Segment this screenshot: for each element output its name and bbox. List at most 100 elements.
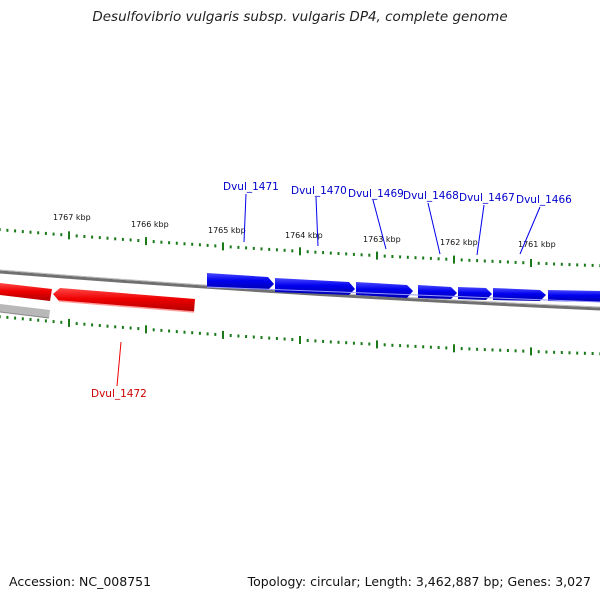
gene-labels: Dvul_1471 Dvul_1470 Dvul_1469 Dvul_1468 … <box>91 181 572 400</box>
inner-ring-minor-tick <box>6 315 9 319</box>
outer-ring-minor-tick <box>514 260 517 264</box>
gene-label-dvul-1466[interactable]: Dvul_1466 <box>516 194 572 206</box>
inner-ring-minor-tick <box>252 335 255 339</box>
outer-ring-minor-tick <box>383 254 386 258</box>
outer-ring-minor-tick <box>91 235 94 239</box>
inner-ring-minor-tick <box>206 332 209 336</box>
outer-ring-minor-tick <box>60 233 63 237</box>
outer-ring-minor-tick <box>183 242 186 246</box>
inner-ring-minor-tick <box>152 328 155 332</box>
inner-ring-minor-tick <box>553 350 556 354</box>
inner-ring-minor-tick <box>506 349 509 352</box>
inner-ring-minor-tick <box>44 319 47 323</box>
inner-ring-minor-tick <box>406 344 409 348</box>
outer-ring-minor-tick <box>437 257 440 261</box>
inner-ring-minor-tick <box>306 339 309 342</box>
outer-ring-minor-tick <box>360 253 363 257</box>
gene-label-dvul-1471[interactable]: Dvul_1471 <box>223 181 279 193</box>
outer-ring-major-tick <box>299 247 301 256</box>
gene-label-dvul-1472[interactable]: Dvul_1472 <box>91 388 147 400</box>
inner-ring-minor-tick <box>337 340 340 344</box>
inner-ring-minor-tick <box>14 316 17 320</box>
outer-ring-minor-tick <box>21 230 24 234</box>
gene-gray-partial <box>0 304 50 318</box>
inner-ring-minor-tick <box>83 322 86 326</box>
outer-ring-minor-tick <box>237 245 240 249</box>
outer-ring-minor-tick <box>337 252 340 255</box>
accession-text: Accession: NC_008751 <box>9 574 152 589</box>
forward-genes-edge <box>206 286 600 303</box>
gene-label-dvul-1469[interactable]: Dvul_1469 <box>348 188 404 200</box>
inner-ring-minor-tick <box>476 347 479 351</box>
forward-strand-genes <box>206 273 600 303</box>
gene-red-partial <box>0 283 52 301</box>
inner-ring-minor-tick <box>291 338 294 341</box>
inner-ring-minor-tick <box>445 346 448 350</box>
inner-ring-minor-tick <box>191 331 194 335</box>
tick-label-1763: 1763 kbp <box>363 235 401 244</box>
outer-ring-minor-tick <box>275 248 278 252</box>
inner-ring-minor-tick <box>268 336 271 340</box>
inner-ring-minor-tick <box>183 330 186 334</box>
inner-ring-minor-tick <box>121 325 124 329</box>
outer-ring-minor-tick <box>368 253 371 257</box>
gene-label-dvul-1470[interactable]: Dvul_1470 <box>291 185 347 197</box>
gene-dvul-1468 <box>418 285 457 299</box>
outer-ring-minor-tick <box>553 262 556 266</box>
genome-backbone <box>0 270 600 311</box>
inner-ring-minor-tick <box>429 345 432 349</box>
leader-dvul-1471 <box>243 193 247 243</box>
outer-ring-minor-tick <box>429 256 432 260</box>
outer-ring-minor-tick <box>491 259 494 263</box>
outer-ring-minor-tick <box>476 259 479 263</box>
inner-ring-minor-tick <box>537 350 540 354</box>
inner-ring-minor-tick <box>245 335 248 338</box>
inner-ring-major-tick <box>145 325 147 334</box>
inner-ring-minor-tick <box>160 328 163 332</box>
outer-ring-minor-tick <box>345 252 348 256</box>
inner-ring-major-tick <box>299 336 301 344</box>
leader-dvul-1468 <box>427 202 441 255</box>
inner-ring-minor-tick <box>522 349 525 353</box>
inner-ring-major-tick <box>530 347 532 356</box>
inner-ring-minor-tick <box>499 348 502 352</box>
inner-ring-minor-tick <box>106 324 109 328</box>
tick-label-1764: 1764 kbp <box>285 231 323 240</box>
outer-ring-minor-tick <box>106 236 109 240</box>
inner-ring-minor-tick <box>591 352 594 355</box>
outer-tick-ring <box>0 228 600 268</box>
outer-ring-minor-tick <box>114 237 117 241</box>
inner-ring-minor-tick <box>345 341 348 345</box>
outer-ring-minor-tick <box>268 247 271 251</box>
outer-ring-minor-tick <box>522 261 525 265</box>
tick-label-1766: 1766 kbp <box>131 220 169 229</box>
outer-ring-major-tick <box>145 237 147 246</box>
inner-ring-major-tick <box>222 330 224 339</box>
outer-ring-minor-tick <box>75 234 78 238</box>
outer-ring-minor-tick <box>399 255 402 259</box>
inner-ring-minor-tick <box>175 330 178 334</box>
inner-ring-minor-tick <box>560 351 563 354</box>
outer-ring-minor-tick <box>98 236 101 240</box>
inner-ring-minor-tick <box>576 351 579 355</box>
gene-label-dvul-1468[interactable]: Dvul_1468 <box>403 190 459 202</box>
outer-ring-minor-tick <box>6 228 9 232</box>
outer-ring-minor-tick <box>329 251 332 255</box>
leader-dvul-1467 <box>476 204 485 256</box>
inner-ring-major-tick <box>453 344 455 353</box>
leader-dvul-1470 <box>315 196 319 247</box>
inner-ring-minor-tick <box>114 325 117 329</box>
outer-ring-minor-tick <box>483 259 486 263</box>
gene-dvul-1466 <box>493 288 546 301</box>
inner-ring-major-tick <box>68 318 70 327</box>
inner-ring-minor-tick <box>437 346 440 349</box>
inner-ring-minor-tick <box>352 341 355 345</box>
tick-label-1767: 1767 kbp <box>53 213 91 222</box>
leader-dvul-1466 <box>519 206 541 255</box>
outer-ring-minor-tick <box>314 250 317 254</box>
gene-label-dvul-1467[interactable]: Dvul_1467 <box>459 192 515 204</box>
inner-ring-minor-tick <box>29 318 32 321</box>
outer-ring-minor-tick <box>129 238 132 242</box>
outer-ring-minor-tick <box>283 248 286 252</box>
inner-ring-minor-tick <box>422 345 425 349</box>
